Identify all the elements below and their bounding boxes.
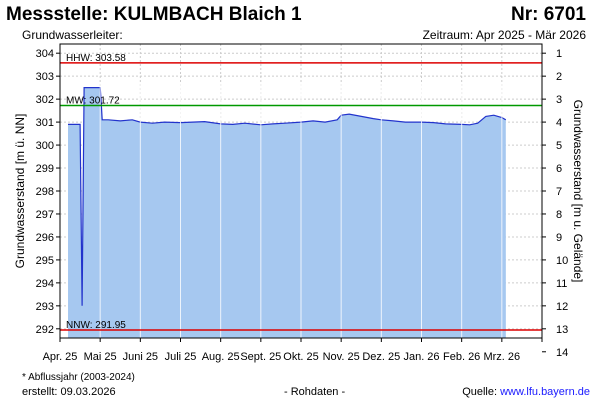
right-tick-label: 14	[556, 347, 568, 359]
aquifer-label: Grundwasserleiter:	[22, 28, 123, 42]
month-lines	[99, 84, 503, 338]
data-area	[68, 87, 507, 338]
groundwater-area	[68, 87, 506, 338]
created-date: erstellt: 09.03.2026	[22, 386, 116, 398]
right-tick-label: 7	[556, 186, 562, 198]
x-tick-label: Feb. 26	[443, 351, 480, 363]
right-tick-label: 8	[556, 209, 562, 221]
right-tick-label: 3	[556, 94, 562, 106]
right-tick-label: 12	[556, 301, 568, 313]
right-tick-label: 5	[556, 140, 562, 152]
left-tick-label: 303	[36, 71, 54, 83]
period-label: Zeitraum: Apr 2025 - Mär 2026	[422, 28, 586, 42]
x-tick-label: Apr. 25	[43, 351, 78, 363]
x-tick-label: Mai 25	[84, 351, 117, 363]
left-tick-label: 304	[36, 48, 54, 60]
x-tick-label: Okt. 25	[283, 351, 318, 363]
left-tick-label: 301	[36, 117, 54, 129]
left-tick-label: 292	[36, 324, 54, 336]
right-tick-label: 1	[556, 48, 562, 60]
left-tick-label: 297	[36, 209, 54, 221]
right-tick-label: 6	[556, 163, 562, 175]
station-number: Nr: 6701	[511, 4, 586, 25]
reference-label: MW: 301.72	[66, 96, 120, 107]
footnote: * Abflussjahr (2003-2024)	[22, 372, 135, 383]
reference-label: NNW: 291.95	[66, 320, 126, 331]
x-tick-label: Jan. 26	[403, 351, 439, 363]
x-tick-label: Juli 25	[165, 351, 197, 363]
left-tick-label: 294	[36, 278, 54, 290]
source-link[interactable]: www.lfu.bayern.de	[500, 386, 590, 398]
right-tick-label: 4	[556, 117, 562, 129]
y-axis-title-right: Grundwasserstand [m u. Gelände]	[571, 100, 585, 283]
left-tick-label: 299	[36, 163, 54, 175]
left-tick-label: 296	[36, 232, 54, 244]
chart-title: Messstelle: KULMBACH Blaich 1	[6, 4, 302, 25]
left-tick-label: 293	[36, 301, 54, 313]
x-tick-label: Sept. 25	[240, 351, 281, 363]
right-tick-label: 11	[556, 278, 567, 290]
reference-lines: HHW: 303.58 MW: 301.72 NNW: 291.95	[60, 53, 542, 331]
x-tick-label: Juni 25	[123, 351, 158, 363]
left-tick-label: 302	[36, 94, 54, 106]
source-label: Quelle:	[462, 386, 501, 398]
right-tick-label: 2	[556, 71, 562, 83]
left-tick-label: 298	[36, 186, 54, 198]
x-tick-label: Mrz. 26	[483, 351, 520, 363]
x-tick-label: Nov. 25	[323, 351, 360, 363]
x-tick-label: Dez. 25	[362, 351, 400, 363]
axes: 3043033023013002992982972962952942932921…	[13, 43, 585, 363]
source: Quelle: www.lfu.bayern.de	[462, 386, 590, 398]
right-tick-label: 10	[556, 255, 568, 267]
y-axis-title-left: Grundwasserstand [m ü. NN]	[13, 114, 27, 269]
left-tick-label: 300	[36, 140, 54, 152]
left-tick-label: 295	[36, 255, 54, 267]
reference-label: HHW: 303.58	[66, 53, 126, 64]
x-tick-label: Aug. 25	[202, 351, 240, 363]
right-tick-label: 13	[556, 324, 568, 336]
right-tick-label: 9	[556, 232, 562, 244]
raw-data-label: - Rohdaten -	[284, 386, 346, 398]
